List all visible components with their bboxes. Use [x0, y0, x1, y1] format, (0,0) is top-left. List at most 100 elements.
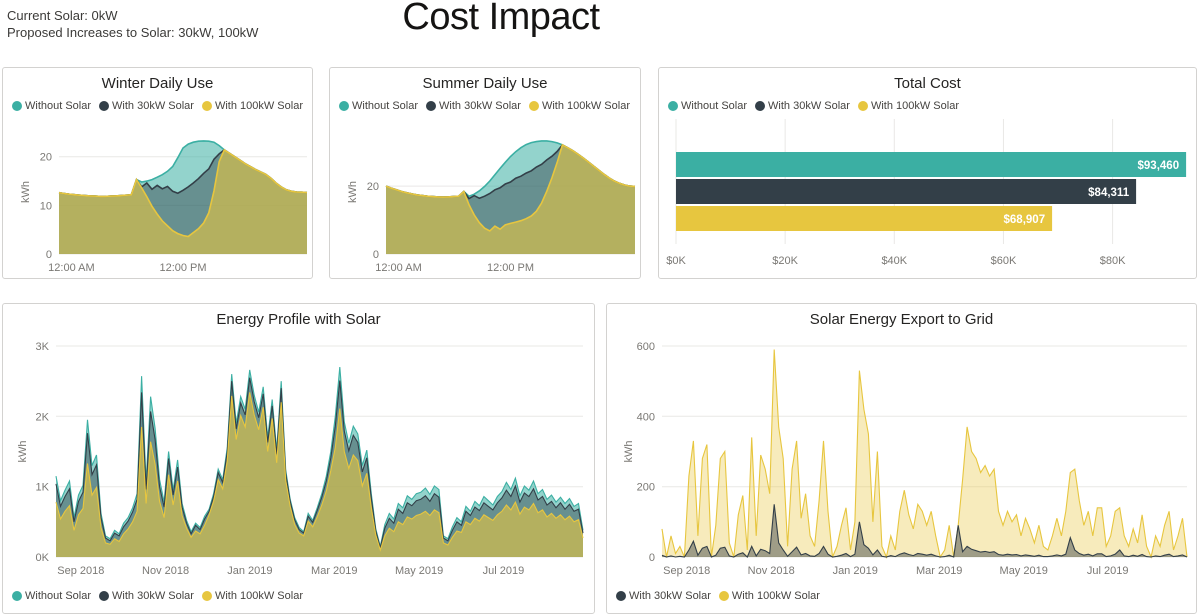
- legend-label: With 30kW Solar: [112, 100, 194, 112]
- current-solar-text: Current Solar: 0kW: [7, 8, 118, 23]
- svg-text:Sep 2018: Sep 2018: [663, 565, 710, 577]
- svg-text:12:00 AM: 12:00 AM: [48, 262, 94, 274]
- legend-dot-icon: [528, 101, 539, 111]
- energy-profile-panel: Energy Profile with Solar 0K 1K 2K 3K Sep 20…: [2, 303, 595, 614]
- energy-profile-legend: Without Solar With 30kW Solar With 100kW S…: [3, 586, 594, 606]
- svg-text:Nov 2018: Nov 2018: [748, 565, 795, 577]
- proposed-solar-text: Proposed Increases to Solar: 30kW, 100kW: [7, 25, 259, 40]
- legend-item[interactable]: Without Solar: [12, 590, 91, 602]
- legend-label: Without Solar: [25, 590, 92, 602]
- legend-item[interactable]: With 30kW Solar: [426, 100, 521, 112]
- svg-text:kWh: kWh: [17, 441, 29, 463]
- total-cost-legend: Without Solar With 30kW Solar With 100kW S…: [659, 96, 1196, 116]
- legend-dot-icon: [201, 101, 212, 111]
- svg-text:Jul 2019: Jul 2019: [483, 565, 525, 577]
- legend-item[interactable]: With 30kW Solar: [755, 100, 850, 112]
- svg-text:20: 20: [40, 152, 52, 164]
- legend-label: With 30kW Solar: [439, 100, 521, 112]
- legend-item[interactable]: Without Solar: [668, 100, 747, 112]
- report-header-text: Current Solar: 0kW Proposed Increases to…: [7, 7, 258, 41]
- legend-item[interactable]: With 100kW Solar: [201, 590, 303, 602]
- legend-item[interactable]: With 100kW Solar: [528, 100, 630, 112]
- svg-text:$20K: $20K: [772, 255, 798, 267]
- svg-text:Mar 2019: Mar 2019: [311, 565, 357, 577]
- legend-label: With 100kW Solar: [214, 590, 303, 602]
- summer-chart-title: Summer Daily Use: [422, 75, 548, 92]
- winter-legend: Without Solar With 30kW Solar With 100kW S…: [3, 96, 312, 116]
- legend-label: Without Solar: [352, 100, 419, 112]
- svg-text:0: 0: [373, 249, 379, 261]
- energy-profile-title: Energy Profile with Solar: [216, 311, 381, 328]
- svg-text:Jan 2019: Jan 2019: [833, 565, 878, 577]
- legend-item[interactable]: With 100kW Solar: [857, 100, 959, 112]
- svg-text:0: 0: [649, 552, 655, 564]
- summer-daily-use-panel: Summer Daily Use Without Solar With 30kW …: [329, 67, 641, 279]
- summer-daily-use-chart[interactable]: 0 20 12:00 AM 12:00 PM kWh: [330, 116, 641, 279]
- legend-label: With 100kW Solar: [541, 100, 630, 112]
- svg-text:20: 20: [367, 181, 379, 193]
- legend-dot-icon: [12, 101, 22, 111]
- solar-export-title: Solar Energy Export to Grid: [809, 311, 994, 328]
- svg-text:kWh: kWh: [623, 441, 635, 463]
- legend-dot-icon: [339, 101, 349, 111]
- legend-dot-icon: [201, 591, 212, 601]
- svg-text:$84,311: $84,311: [1088, 187, 1130, 199]
- svg-text:kWh: kWh: [20, 181, 32, 203]
- svg-text:$40K: $40K: [881, 255, 907, 267]
- svg-text:May 2019: May 2019: [395, 565, 443, 577]
- legend-dot-icon: [668, 101, 678, 111]
- legend-item[interactable]: With 100kW Solar: [718, 590, 820, 602]
- svg-text:10: 10: [40, 200, 52, 212]
- svg-text:12:00 AM: 12:00 AM: [375, 262, 421, 274]
- legend-label: Without Solar: [25, 100, 92, 112]
- legend-dot-icon: [755, 101, 766, 111]
- svg-text:Sep 2018: Sep 2018: [57, 565, 104, 577]
- svg-text:May 2019: May 2019: [1000, 565, 1048, 577]
- legend-label: With 30kW Solar: [629, 590, 711, 602]
- legend-label: With 100kW Solar: [731, 590, 820, 602]
- svg-text:$0K: $0K: [666, 255, 686, 267]
- svg-text:200: 200: [637, 482, 655, 494]
- svg-text:2K: 2K: [36, 411, 50, 423]
- svg-text:Mar 2019: Mar 2019: [916, 565, 962, 577]
- legend-dot-icon: [718, 591, 729, 601]
- winter-chart-title: Winter Daily Use: [101, 75, 214, 92]
- legend-dot-icon: [99, 591, 110, 601]
- winter-daily-use-panel: Winter Daily Use Without Solar With 30kW …: [2, 67, 313, 279]
- legend-item[interactable]: Without Solar: [339, 100, 418, 112]
- summer-legend: Without Solar With 30kW Solar With 100kW S…: [330, 96, 640, 116]
- solar-export-panel: Solar Energy Export to Grid 0 200 400 600 Se…: [606, 303, 1197, 614]
- legend-label: Without Solar: [681, 100, 748, 112]
- svg-text:600: 600: [637, 341, 655, 353]
- svg-text:0: 0: [46, 249, 52, 261]
- legend-dot-icon: [857, 101, 868, 111]
- total-cost-title: Total Cost: [894, 75, 961, 92]
- svg-text:$60K: $60K: [991, 255, 1017, 267]
- legend-item[interactable]: With 30kW Solar: [99, 590, 194, 602]
- svg-text:$68,907: $68,907: [1004, 214, 1046, 226]
- svg-text:$93,460: $93,460: [1138, 160, 1180, 172]
- legend-item[interactable]: With 100kW Solar: [201, 100, 303, 112]
- total-cost-chart[interactable]: $0K $20K $40K $60K $80K $93,460 $84,311 $68,907: [659, 116, 1196, 271]
- svg-text:kWh: kWh: [347, 181, 359, 203]
- winter-daily-use-chart[interactable]: 0 10 20 12:00 AM 12:00 PM kWh: [3, 116, 313, 279]
- legend-dot-icon: [426, 101, 437, 111]
- legend-item[interactable]: With 30kW Solar: [99, 100, 194, 112]
- legend-label: With 30kW Solar: [112, 590, 194, 602]
- legend-label: With 100kW Solar: [214, 100, 303, 112]
- energy-profile-chart[interactable]: 0K 1K 2K 3K Sep 2018 Nov 2018 Jan 2019 Mar 2019…: [3, 336, 594, 586]
- legend-item[interactable]: With 30kW Solar: [616, 590, 711, 602]
- svg-text:$80K: $80K: [1100, 255, 1126, 267]
- svg-text:12:00 PM: 12:00 PM: [159, 262, 206, 274]
- svg-text:1K: 1K: [36, 482, 50, 494]
- svg-text:Jan 2019: Jan 2019: [227, 565, 272, 577]
- legend-item[interactable]: Without Solar: [12, 100, 91, 112]
- svg-text:400: 400: [637, 411, 655, 423]
- solar-export-chart[interactable]: 0 200 400 600 Sep 2018 Nov 2018 Jan 2019 Mar 20…: [607, 336, 1196, 586]
- legend-label: With 100kW Solar: [870, 100, 959, 112]
- total-cost-panel: Total Cost Without Solar With 30kW Solar W…: [658, 67, 1197, 279]
- solar-export-legend: With 30kW Solar With 100kW Solar: [607, 586, 1196, 606]
- svg-text:Nov 2018: Nov 2018: [142, 565, 189, 577]
- svg-text:Jul 2019: Jul 2019: [1087, 565, 1129, 577]
- legend-label: With 30kW Solar: [768, 100, 850, 112]
